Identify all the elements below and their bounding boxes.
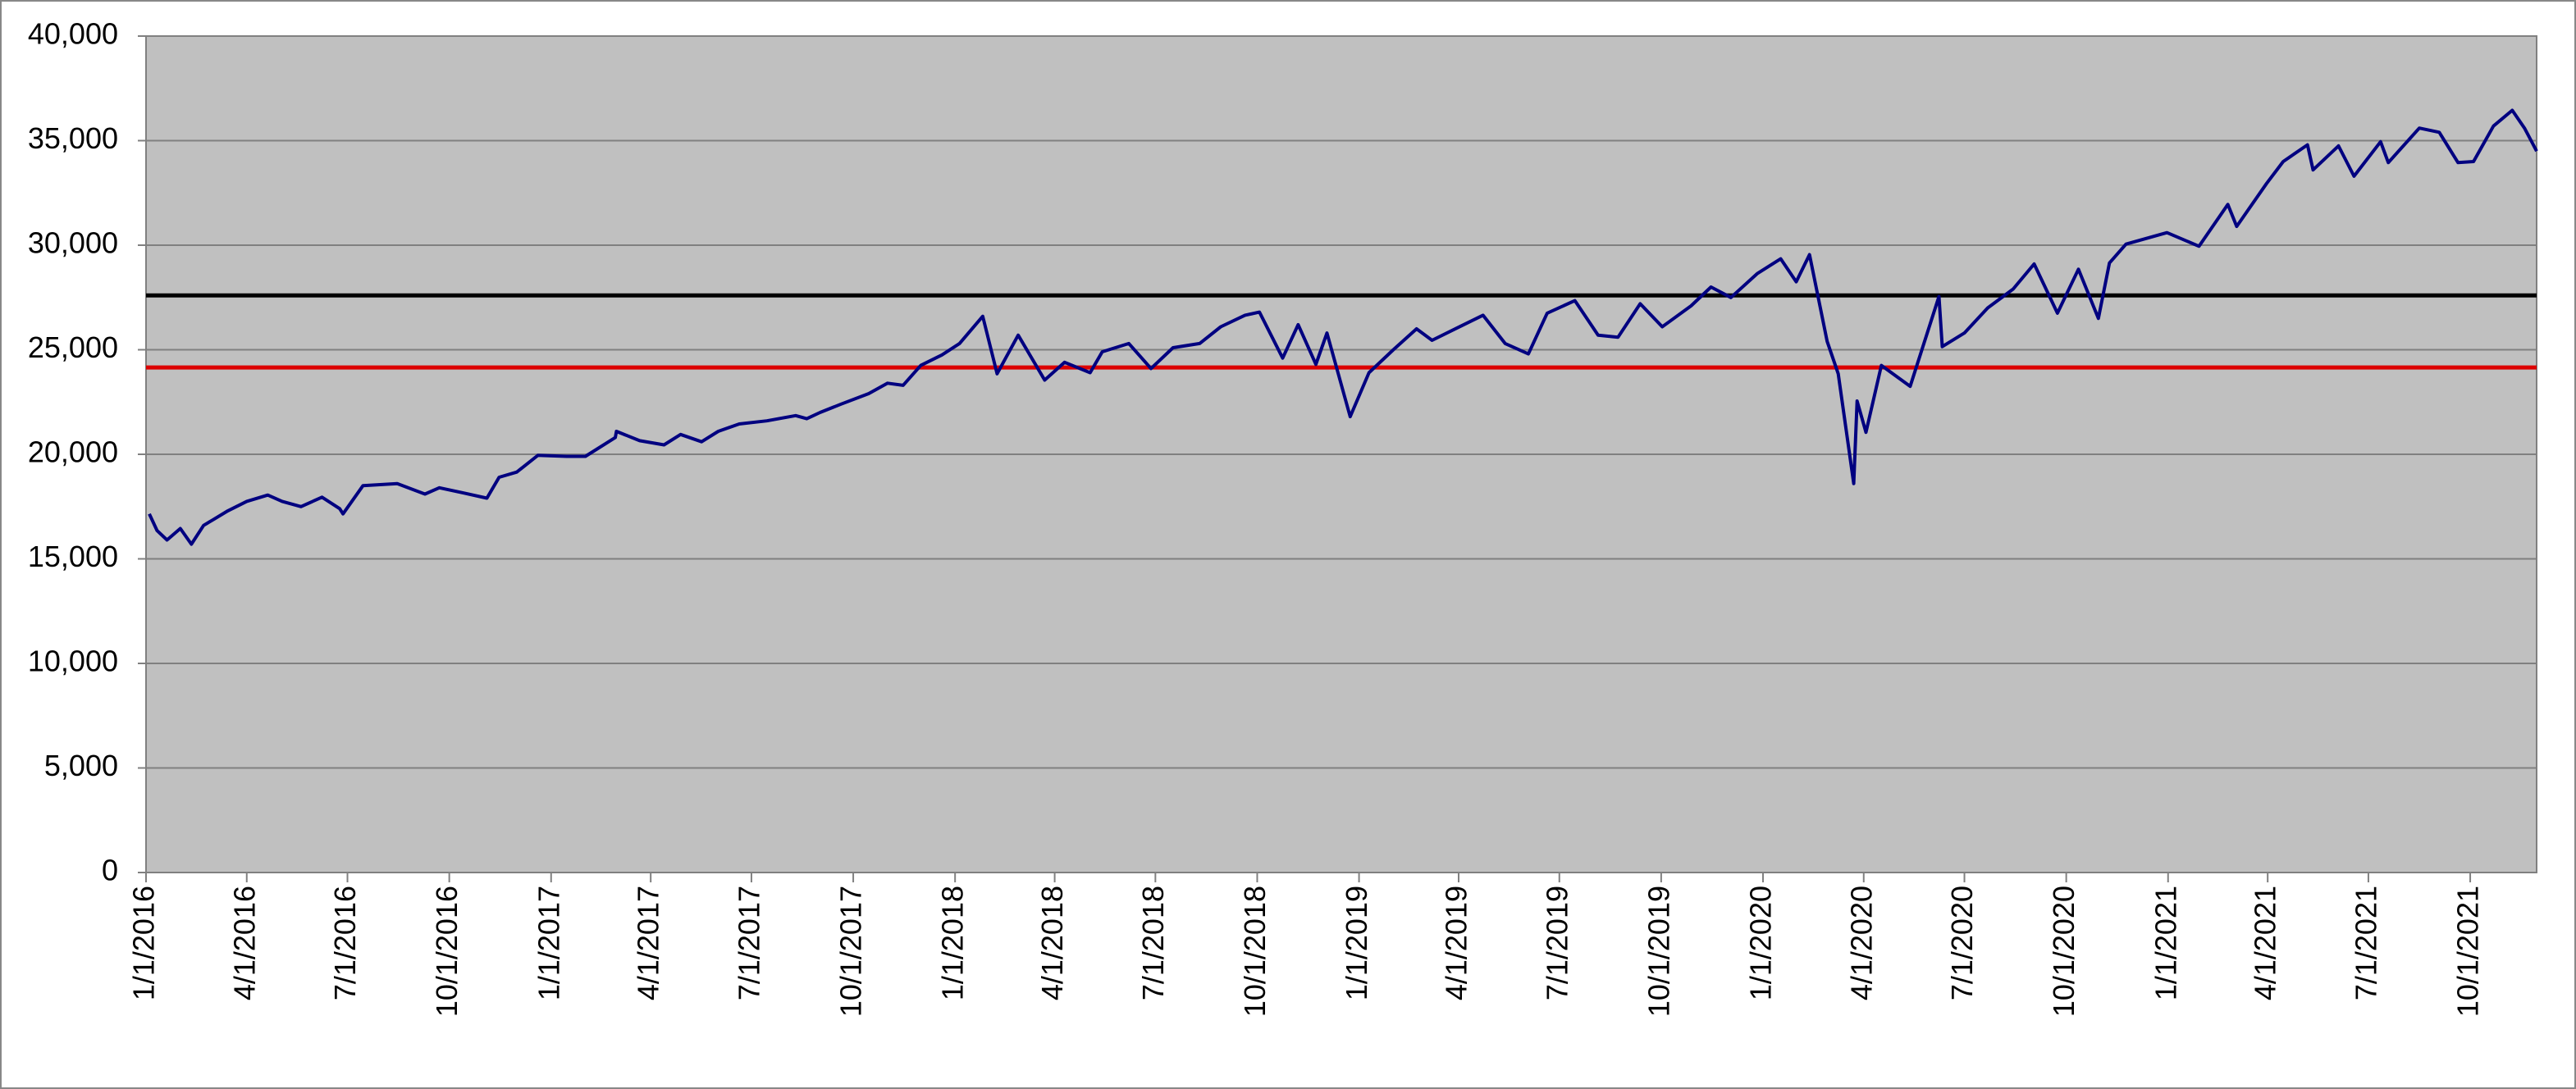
x-tick-label: 10/1/2017	[834, 886, 868, 1017]
y-tick-label: 15,000	[28, 540, 118, 573]
x-tick-label: 4/1/2017	[632, 886, 665, 1000]
y-tick-label: 5,000	[44, 749, 118, 782]
x-tick-label: 1/1/2018	[936, 886, 970, 1000]
x-tick-label: 7/1/2017	[732, 886, 765, 1000]
y-tick-label: 25,000	[28, 330, 118, 364]
x-tick-label: 10/1/2019	[1642, 886, 1675, 1017]
y-tick-label: 10,000	[28, 645, 118, 678]
x-tick-label: 4/1/2020	[1844, 886, 1878, 1000]
x-tick-label: 10/1/2016	[430, 886, 464, 1017]
x-tick-label: 7/1/2019	[1540, 886, 1573, 1000]
x-tick-label: 1/1/2016	[127, 886, 161, 1000]
x-tick-label: 10/1/2020	[2047, 886, 2080, 1017]
x-tick-label: 4/1/2019	[1440, 886, 1473, 1000]
x-tick-label: 1/1/2017	[532, 886, 565, 1000]
y-tick-label: 35,000	[28, 121, 118, 155]
x-tick-label: 10/1/2018	[1238, 886, 1272, 1017]
x-tick-label: 7/1/2016	[328, 886, 362, 1000]
y-tick-label: 0	[102, 854, 118, 887]
x-tick-label: 1/1/2019	[1340, 886, 1373, 1000]
y-tick-label: 40,000	[28, 17, 118, 51]
x-tick-label: 10/1/2021	[2451, 886, 2485, 1017]
x-tick-label: 4/1/2021	[2249, 886, 2282, 1000]
x-tick-label: 4/1/2018	[1035, 886, 1069, 1000]
x-tick-label: 7/1/2021	[2349, 886, 2382, 1000]
x-tick-label: 7/1/2020	[1945, 886, 1979, 1000]
x-tick-label: 1/1/2021	[2149, 886, 2182, 1000]
x-tick-label: 7/1/2018	[1136, 886, 1170, 1000]
x-tick-label: 1/1/2020	[1744, 886, 1778, 1000]
data-line	[148, 108, 2538, 546]
y-tick-label: 30,000	[28, 226, 118, 260]
y-tick-label: 20,000	[28, 435, 118, 469]
x-tick-label: 4/1/2016	[227, 886, 261, 1000]
